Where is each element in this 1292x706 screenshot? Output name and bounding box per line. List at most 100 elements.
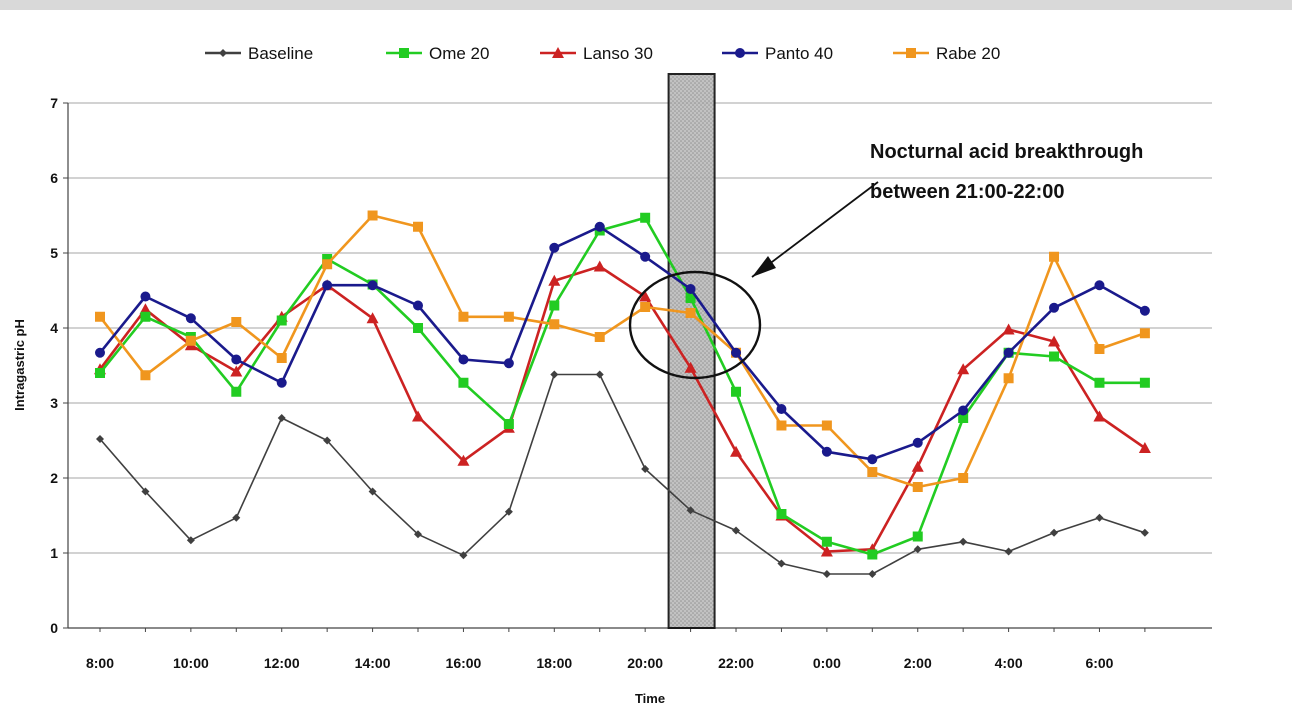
x-tick-label: 18:00 (536, 655, 572, 671)
x-tick-label: 20:00 (627, 655, 663, 671)
data-point (95, 312, 105, 322)
data-point (413, 323, 423, 333)
data-point (458, 355, 468, 365)
data-point (731, 387, 741, 397)
data-point (95, 368, 105, 378)
data-point (913, 532, 923, 542)
data-point (504, 419, 514, 429)
data-point (776, 509, 786, 519)
data-point (1094, 280, 1104, 290)
data-point (277, 353, 287, 363)
data-point (140, 312, 150, 322)
data-point (1005, 548, 1013, 556)
data-point (413, 301, 423, 311)
x-tick-label: 22:00 (718, 655, 754, 671)
x-tick-label: 0:00 (813, 655, 841, 671)
data-point (186, 336, 196, 346)
data-point (640, 302, 650, 312)
data-point (186, 313, 196, 323)
series-line-ome-20 (100, 218, 1145, 555)
y-tick-label: 5 (50, 245, 58, 261)
data-point (1140, 306, 1150, 316)
legend-marker (219, 49, 227, 57)
data-point (1049, 252, 1059, 262)
x-tick-label: 16:00 (446, 655, 482, 671)
data-point (1094, 344, 1104, 354)
data-point (95, 348, 105, 358)
data-point (867, 454, 877, 464)
data-point (730, 446, 742, 457)
legend-marker (399, 48, 409, 58)
y-tick-label: 2 (50, 470, 58, 486)
annotation-line-2: between 21:00-22:00 (870, 181, 1065, 203)
data-point (322, 280, 332, 290)
x-tick-label: 4:00 (995, 655, 1023, 671)
data-point (458, 378, 468, 388)
x-tick-label: 10:00 (173, 655, 209, 671)
data-point (412, 411, 424, 422)
data-point (278, 414, 286, 422)
data-point (640, 252, 650, 262)
data-point (686, 284, 696, 294)
data-point (776, 404, 786, 414)
data-point (368, 280, 378, 290)
data-point (231, 355, 241, 365)
data-point (1094, 378, 1104, 388)
data-point (277, 378, 287, 388)
data-point (458, 312, 468, 322)
data-point (686, 308, 696, 318)
data-point (913, 438, 923, 448)
data-point (549, 301, 559, 311)
data-point (549, 319, 559, 329)
y-axis-title: Intragastric pH (12, 319, 27, 411)
legend-label: Ome 20 (429, 44, 489, 63)
data-point (958, 473, 968, 483)
data-point (595, 332, 605, 342)
data-point (822, 537, 832, 547)
legend-marker (906, 48, 916, 58)
x-tick-label: 14:00 (355, 655, 391, 671)
data-point (231, 387, 241, 397)
y-tick-label: 6 (50, 170, 58, 186)
data-point (1003, 324, 1015, 335)
data-point (1004, 348, 1014, 358)
y-tick-label: 3 (50, 395, 58, 411)
y-tick-label: 0 (50, 620, 58, 636)
data-point (731, 348, 741, 358)
data-point (322, 259, 332, 269)
legend-label: Panto 40 (765, 44, 833, 63)
data-point (1140, 378, 1150, 388)
legend-label: Baseline (248, 44, 313, 63)
data-point (958, 406, 968, 416)
data-point (1141, 529, 1149, 537)
data-point (504, 358, 514, 368)
data-point (776, 421, 786, 431)
data-point (1004, 373, 1014, 383)
data-point (550, 371, 558, 379)
y-tick-label: 4 (50, 320, 58, 336)
x-tick-label: 2:00 (904, 655, 932, 671)
series-line-baseline (100, 375, 1145, 575)
data-point (594, 261, 606, 272)
data-point (504, 312, 514, 322)
data-point (1049, 303, 1059, 313)
data-point (913, 482, 923, 492)
data-point (1093, 411, 1105, 422)
data-point (1049, 352, 1059, 362)
series-line-lanso-30 (100, 267, 1145, 552)
legend-marker (735, 48, 745, 58)
data-point (822, 421, 832, 431)
x-tick-label: 8:00 (86, 655, 114, 671)
data-point (549, 243, 559, 253)
data-point (822, 447, 832, 457)
data-point (867, 467, 877, 477)
annotation-line-1: Nocturnal acid breakthrough (870, 141, 1143, 163)
highlight-band (669, 74, 715, 628)
y-tick-label: 7 (50, 95, 58, 111)
data-point (640, 213, 650, 223)
data-point (914, 545, 922, 553)
data-point (232, 514, 240, 522)
annotation-arrowhead (752, 256, 776, 277)
y-tick-label: 1 (50, 545, 58, 561)
data-point (231, 317, 241, 327)
